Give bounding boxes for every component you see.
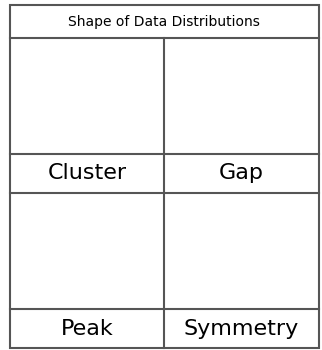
- Text: Symmetry: Symmetry: [184, 318, 299, 338]
- Text: Peak: Peak: [61, 318, 113, 338]
- Text: Gap: Gap: [219, 163, 264, 183]
- Text: Cluster: Cluster: [47, 163, 127, 183]
- Text: Shape of Data Distributions: Shape of Data Distributions: [68, 15, 260, 29]
